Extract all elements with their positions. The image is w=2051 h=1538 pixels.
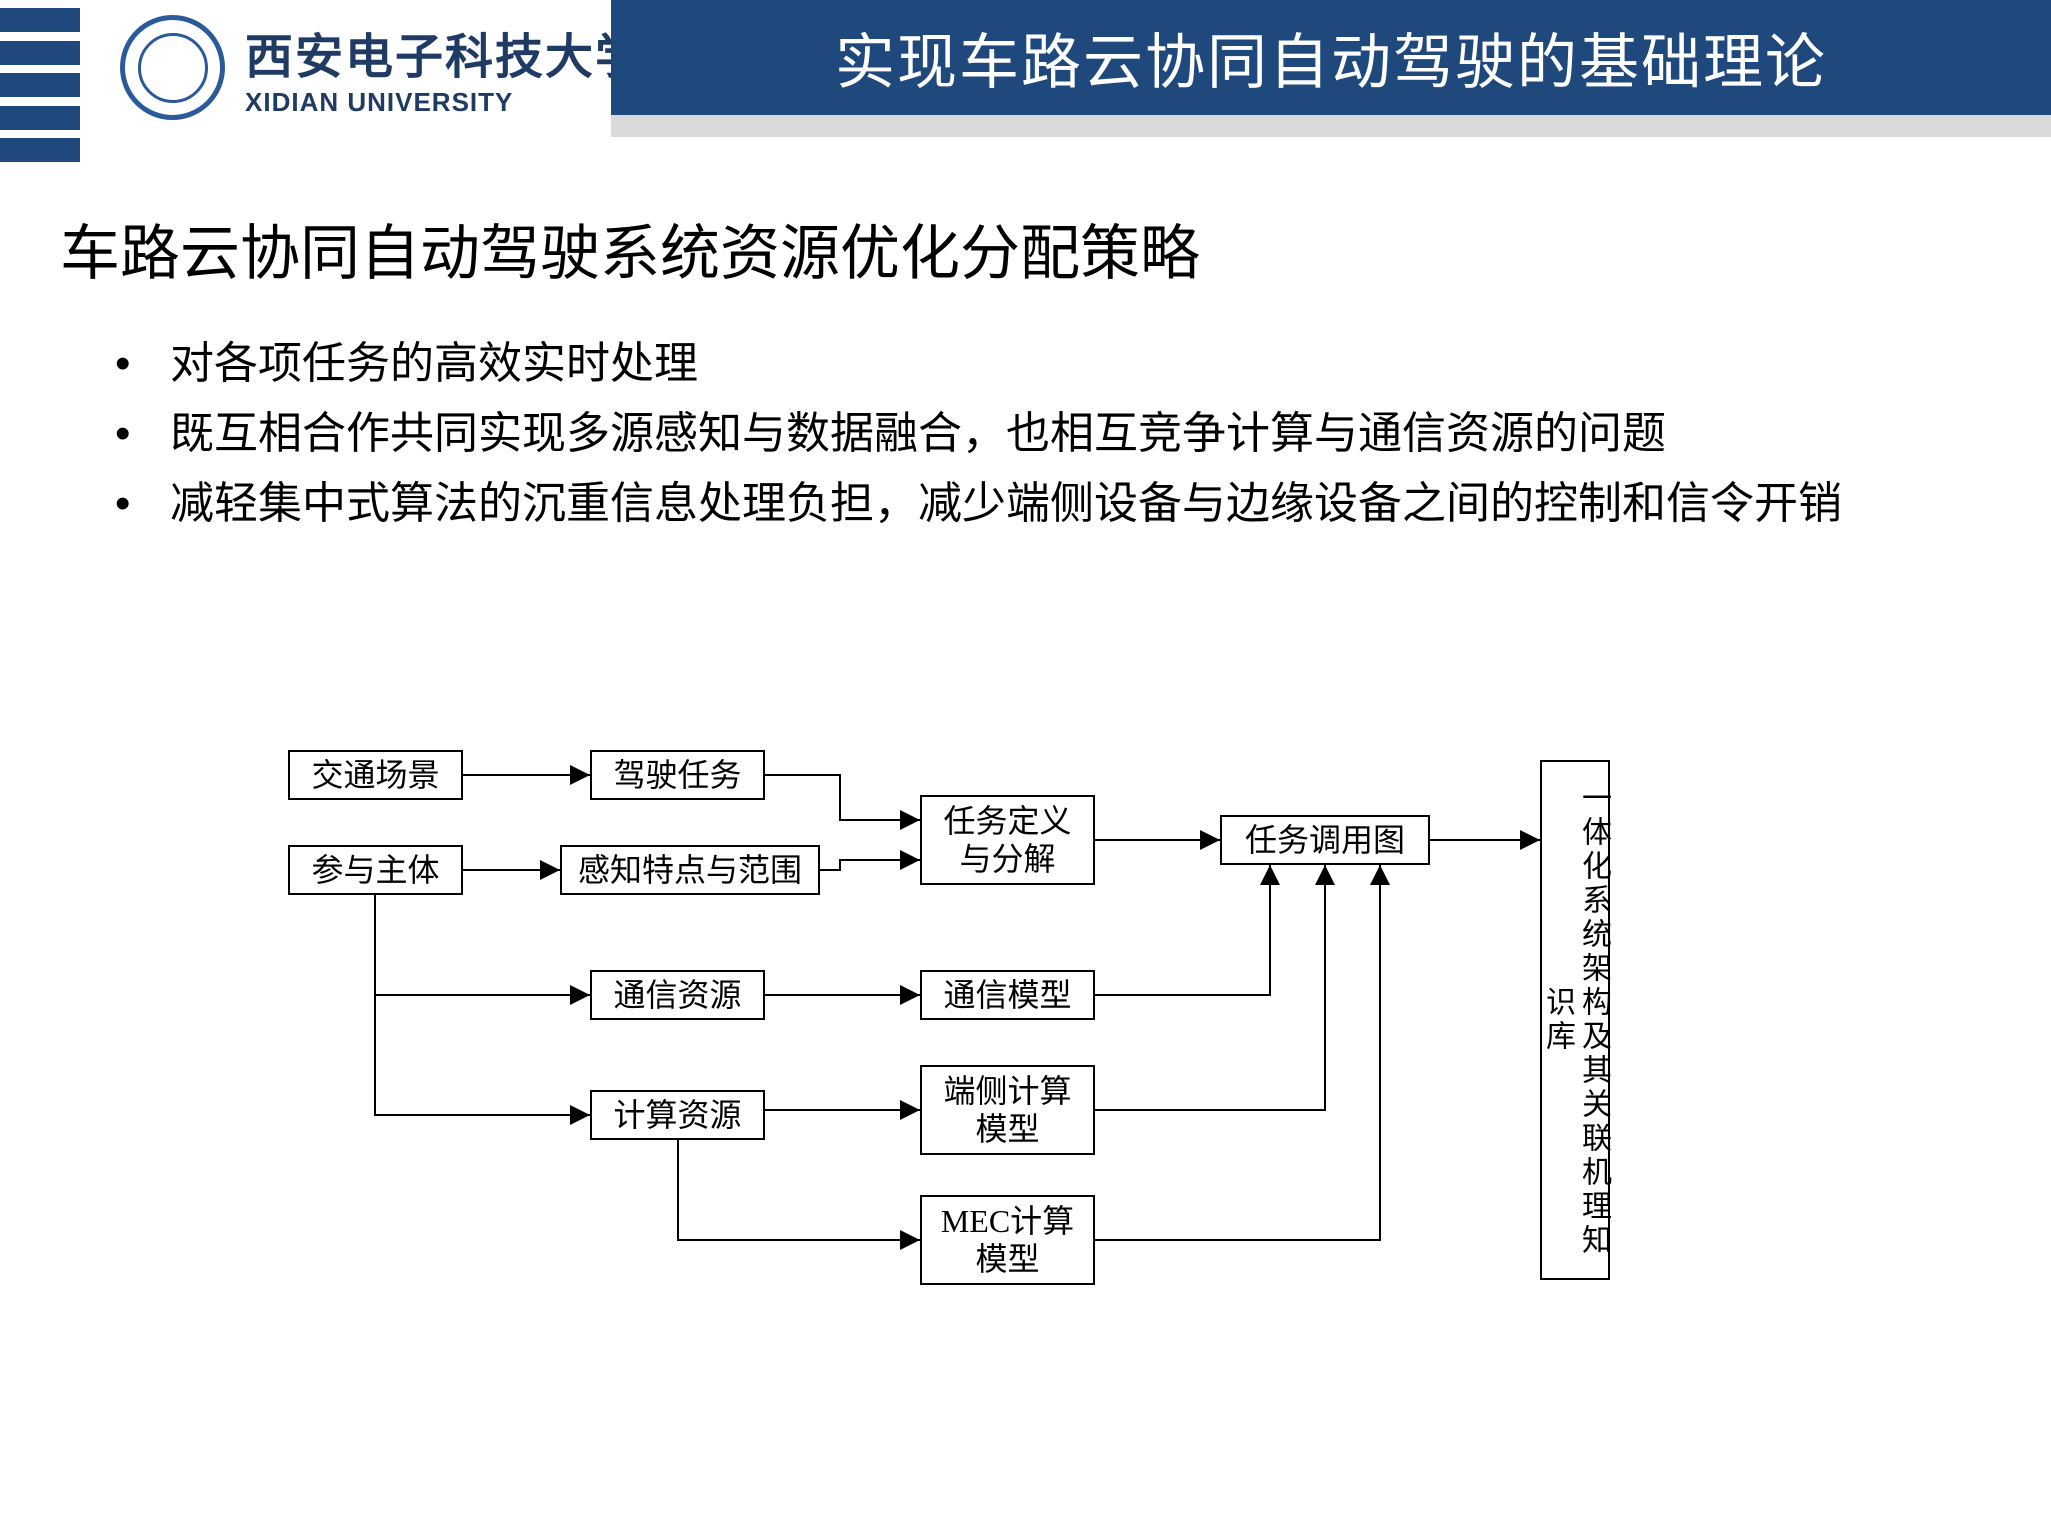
flow-edge bbox=[375, 895, 590, 995]
decor-stripes bbox=[0, 0, 80, 170]
stripe bbox=[0, 41, 80, 65]
flow-node-n6: 计算资源 bbox=[590, 1090, 765, 1140]
slide-header: 西安电子科技大学 XIDIAN UNIVERSITY 实现车路云协同自动驾驶的基… bbox=[0, 0, 2051, 135]
flow-edge bbox=[1095, 865, 1270, 995]
flow-node-n4: 感知特点与范围 bbox=[560, 845, 820, 895]
flow-edge bbox=[1095, 865, 1325, 1110]
bullet-item: 减轻集中式算法的沉重信息处理负担，减少端侧设备与边缘设备之间的控制和信令开销 bbox=[170, 472, 1941, 536]
flow-node-n8: 通信模型 bbox=[920, 970, 1095, 1020]
flow-node-n1: 交通场景 bbox=[288, 750, 463, 800]
flow-node-n10: MEC计算模型 bbox=[920, 1195, 1095, 1285]
flow-edge bbox=[1095, 865, 1380, 1240]
university-name-cn: 西安电子科技大学 bbox=[245, 17, 645, 87]
bullet-list: 对各项任务的高效实时处理 既互相合作共同实现多源感知与数据融合，也相互竞争计算与… bbox=[60, 332, 1981, 535]
flow-node-n2: 参与主体 bbox=[288, 845, 463, 895]
flow-node-n5: 通信资源 bbox=[590, 970, 765, 1020]
slide-title: 实现车路云协同自动驾驶的基础理论 bbox=[835, 14, 1827, 101]
slide-title-bar: 实现车路云协同自动驾驶的基础理论 bbox=[611, 0, 2051, 115]
flow-node-n9: 端侧计算模型 bbox=[920, 1065, 1095, 1155]
stripe bbox=[0, 8, 80, 32]
flow-node-n3: 驾驶任务 bbox=[590, 750, 765, 800]
stripe bbox=[0, 73, 80, 97]
section-title: 车路云协同自动驾驶系统资源优化分配策略 bbox=[60, 205, 1981, 292]
university-seal-icon bbox=[120, 15, 225, 120]
bullet-item: 既互相合作共同实现多源感知与数据融合，也相互竞争计算与通信资源的问题 bbox=[170, 402, 1941, 466]
flow-node-n7: 任务定义与分解 bbox=[920, 795, 1095, 885]
flowchart: 交通场景参与主体 驾驶任务感知特点与范围通信资源计算资源 任务定义与分解通信模型端侧… bbox=[280, 720, 1840, 1420]
university-name: 西安电子科技大学 XIDIAN UNIVERSITY bbox=[245, 17, 645, 118]
flow-edge bbox=[765, 775, 920, 820]
university-name-en: XIDIAN UNIVERSITY bbox=[245, 87, 645, 118]
flow-edge bbox=[375, 895, 590, 1115]
title-underline bbox=[611, 115, 2051, 137]
flow-node-n12: 一体化系统架构及其关联机理知识库 bbox=[1540, 760, 1610, 1280]
flow-edge bbox=[820, 860, 920, 870]
logo-area: 西安电子科技大学 XIDIAN UNIVERSITY bbox=[80, 0, 645, 135]
slide-content: 车路云协同自动驾驶系统资源优化分配策略 对各项任务的高效实时处理 既互相合作共同… bbox=[0, 135, 2051, 535]
flow-node-n11: 任务调用图 bbox=[1220, 815, 1430, 865]
bullet-item: 对各项任务的高效实时处理 bbox=[170, 332, 1941, 396]
stripe bbox=[0, 138, 80, 162]
flow-edge bbox=[678, 1140, 920, 1240]
stripe bbox=[0, 106, 80, 130]
